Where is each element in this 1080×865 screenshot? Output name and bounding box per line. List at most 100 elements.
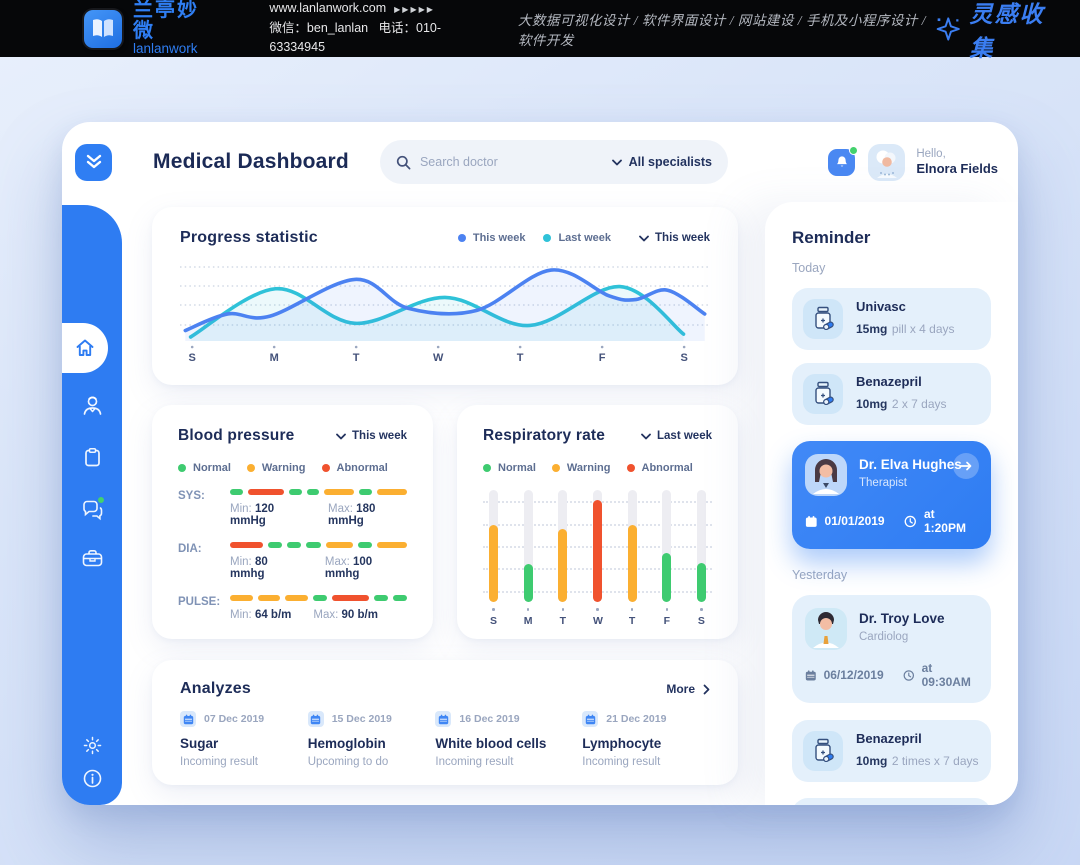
last-week-dot-icon xyxy=(543,234,551,242)
sidebar-item-records[interactable] xyxy=(62,435,122,479)
analyzes-date: 21 Dec 2019 xyxy=(606,713,666,725)
this-week-label: This week xyxy=(473,232,526,244)
segment-normal xyxy=(313,595,327,601)
app-logo-icon[interactable] xyxy=(75,144,112,181)
legend-this-week[interactable]: This week xyxy=(458,232,526,244)
calendar-icon xyxy=(308,711,324,727)
chevron-down-icon xyxy=(336,433,346,440)
analyzes-date: 15 Dec 2019 xyxy=(332,713,392,725)
sidebar-item-info[interactable] xyxy=(62,756,122,800)
med-schedule: 2 x 7 days xyxy=(892,397,947,411)
page-title: Medical Dashboard xyxy=(153,150,349,174)
analyzes-date: 16 Dec 2019 xyxy=(459,713,519,725)
pill-bottle-icon xyxy=(803,731,843,771)
resp-dropdown-label: Last week xyxy=(657,430,712,442)
sys-max-label: Max: xyxy=(328,503,353,515)
normal-label: Normal xyxy=(193,462,231,474)
resp-period-dropdown[interactable]: Last week xyxy=(641,430,712,442)
specialists-dropdown-label: All specialists xyxy=(629,155,712,169)
svg-text:F: F xyxy=(599,352,606,364)
segment-normal xyxy=(268,542,282,548)
warning-label: Warning xyxy=(567,462,611,474)
search-icon xyxy=(396,155,411,170)
legend-last-week[interactable]: Last week xyxy=(543,232,611,244)
abnormal-label: Abnormal xyxy=(337,462,388,474)
segment-normal xyxy=(289,489,302,495)
svg-text:T: T xyxy=(517,352,524,364)
appointment-card-elva-hughes[interactable]: Dr. Elva Hughes Therapist 01/01/2019 at … xyxy=(792,441,991,549)
bp-legend-normal: Normal xyxy=(178,462,231,474)
website-link[interactable]: www.lanlanwork.com xyxy=(269,1,386,15)
analyzes-card: Analyzes More 07 Dec 2019 Sugar Incoming… xyxy=(152,660,738,785)
segment-warning xyxy=(324,489,354,495)
segment-warning xyxy=(377,489,407,495)
doctor-name: Dr. Elva Hughes xyxy=(859,456,962,475)
abnormal-label: Abnormal xyxy=(642,462,693,474)
sidebar-item-messages[interactable] xyxy=(62,488,122,532)
bp-row-dia: DIA: Min: 80 mmhg Max: 100 mmhg xyxy=(178,542,407,580)
day-label: T xyxy=(628,608,637,627)
gear-icon xyxy=(82,735,103,756)
progress-period-dropdown[interactable]: This week xyxy=(639,232,710,244)
progress-statistic-card: Progress statistic This week Last week T… xyxy=(152,207,738,385)
inspiration-collect[interactable]: 灵感收集 xyxy=(935,0,1058,63)
bar-M xyxy=(524,490,533,602)
pill-bottle-icon xyxy=(803,374,843,414)
user-avatar[interactable] xyxy=(868,144,905,181)
wechat-id: 微信：ben_lanlan xyxy=(269,21,368,35)
user-name: Elnora Fields xyxy=(916,161,998,177)
analyzes-date: 07 Dec 2019 xyxy=(204,713,264,725)
analyzes-item-sugar[interactable]: 07 Dec 2019 Sugar Incoming result xyxy=(180,711,308,768)
dia-segments xyxy=(230,542,407,548)
analyzes-status: Upcoming to do xyxy=(308,756,436,768)
more-label: More xyxy=(666,682,695,696)
bp-row-pulse: PULSE: Min: 64 b/m Max: 90 b/m xyxy=(178,595,407,621)
notifications-button[interactable] xyxy=(828,149,855,176)
day-label: T xyxy=(558,608,567,627)
medical-dashboard-window: Medical Dashboard All specialists xyxy=(62,122,1018,805)
resp-legend-abnormal: Abnormal xyxy=(627,462,693,474)
last-week-label: Last week xyxy=(558,232,611,244)
analyzes-item-lymphocyte[interactable]: 21 Dec 2019 Lymphocyte Incoming result xyxy=(582,711,710,768)
analyzes-title: Analyzes xyxy=(180,680,251,698)
dia-label: DIA: xyxy=(178,542,230,580)
specialists-dropdown[interactable]: All specialists xyxy=(612,155,712,169)
appointment-card-troy-love[interactable]: Dr. Troy Love Cardiolog 06/12/2019 at 09… xyxy=(792,595,991,703)
brand-name-en: lanlanwork xyxy=(133,42,211,56)
blood-pressure-card: Blood pressure This week Normal Warning … xyxy=(152,405,433,639)
sidebar-item-medkit[interactable] xyxy=(62,536,122,580)
appointment-time: at 09:30AM xyxy=(922,661,978,689)
bp-period-dropdown[interactable]: This week xyxy=(336,430,407,442)
services-list: 大数据可视化设计 / 软件界面设计 / 网站建设 / 手机及小程序设计 / 软件… xyxy=(518,9,935,49)
reminder-med-univasc-yesterday[interactable]: Univasc 15mg pill x 4 days xyxy=(792,798,991,805)
sidebar-item-doctors[interactable] xyxy=(62,383,122,427)
clock-icon xyxy=(903,669,915,682)
analyzes-name: Sugar xyxy=(180,736,308,751)
analyzes-status: Incoming result xyxy=(435,756,582,768)
analyzes-more-link[interactable]: More xyxy=(666,682,710,696)
sparkle-icon xyxy=(935,14,962,44)
normal-dot-icon xyxy=(178,464,186,472)
analyzes-item-white-blood-cells[interactable]: 16 Dec 2019 White blood cells Incoming r… xyxy=(435,711,582,768)
segment-warning xyxy=(285,595,308,601)
appointment-date: 01/01/2019 xyxy=(825,514,885,528)
bar-W xyxy=(593,490,602,602)
svg-text:S: S xyxy=(189,352,196,364)
bar-F xyxy=(662,490,671,602)
med-schedule: 2 times x 7 days xyxy=(892,754,979,768)
reminder-med-univasc[interactable]: Univasc 15mg pill x 4 days xyxy=(792,288,991,350)
search-bar[interactable]: All specialists xyxy=(380,140,728,184)
segment-normal xyxy=(306,542,320,548)
search-input[interactable] xyxy=(420,155,590,169)
open-appointment-button[interactable] xyxy=(953,453,979,479)
sidebar-nav xyxy=(62,205,122,805)
bar-S xyxy=(697,490,706,602)
segment-normal xyxy=(307,489,319,495)
reminder-med-benazepril[interactable]: Benazepril 10mg 2 x 7 days xyxy=(792,363,991,425)
reminder-med-benazepril-yesterday[interactable]: Benazepril 10mg 2 times x 7 days xyxy=(792,720,991,782)
greeting-block: Hello, Elnora Fields xyxy=(916,147,998,178)
dia-min-label: Min: xyxy=(230,556,252,568)
svg-text:S: S xyxy=(680,352,687,364)
sidebar-item-home[interactable] xyxy=(62,326,108,370)
analyzes-item-hemoglobin[interactable]: 15 Dec 2019 Hemoglobin Upcoming to do xyxy=(308,711,436,768)
